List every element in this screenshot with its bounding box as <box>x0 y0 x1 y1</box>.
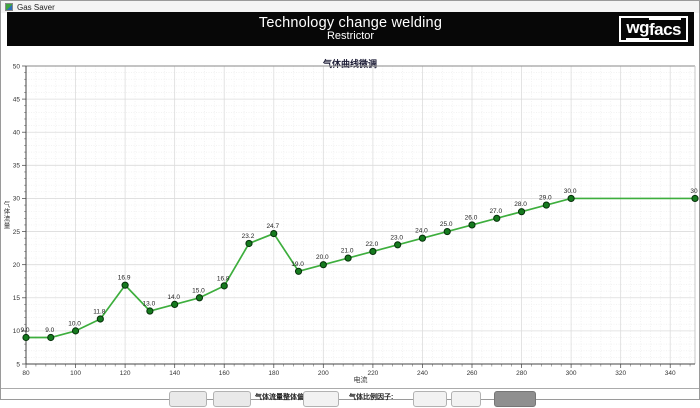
x-axis-label: 电流 <box>354 375 368 384</box>
curve-point[interactable] <box>220 282 228 290</box>
curve-point[interactable] <box>443 227 451 236</box>
svg-text:320: 320 <box>615 370 626 377</box>
point-value-label: 11.8 <box>93 308 106 315</box>
point-value-label: 28.0 <box>514 201 527 208</box>
svg-text:240: 240 <box>417 370 428 377</box>
curve-point[interactable] <box>294 267 303 275</box>
svg-text:300: 300 <box>566 370 577 377</box>
header-title: Technology change welding <box>258 14 443 31</box>
logo-text-right: facs <box>648 18 682 39</box>
curve-point[interactable] <box>493 214 501 222</box>
bottom-button-1[interactable] <box>169 391 207 407</box>
logo-text-left: wg <box>626 18 649 40</box>
bottom-divider <box>1 388 699 389</box>
svg-text:20: 20 <box>13 262 21 269</box>
point-value-label: 25.0 <box>440 221 453 228</box>
point-value-label: 22.0 <box>366 241 379 248</box>
curve-point[interactable] <box>245 239 253 248</box>
gas-curve-chart[interactable]: 80 100 120 140 160 180 200 220 240 260 280 300 320 34… <box>1 56 700 388</box>
curve-point[interactable] <box>171 300 179 308</box>
curve-point[interactable] <box>468 221 476 229</box>
curve-point[interactable] <box>22 333 30 342</box>
app-icon <box>5 3 13 11</box>
y-axis-label-char: 流 <box>4 214 11 223</box>
svg-text:200: 200 <box>318 370 329 377</box>
apply-button[interactable] <box>494 391 536 407</box>
curve-point[interactable] <box>146 307 154 315</box>
gas-offset-label: 气体流量整体偏移: <box>255 394 314 401</box>
curve-point[interactable] <box>418 234 427 242</box>
svg-text:5: 5 <box>16 361 20 368</box>
y-axis-label-char: 气 <box>4 200 11 209</box>
point-value-label: 14.0 <box>167 294 180 301</box>
svg-text:80: 80 <box>22 370 30 377</box>
curve-point[interactable] <box>369 247 377 256</box>
point-value-label: 20.0 <box>316 254 329 261</box>
svg-text:45: 45 <box>13 96 21 103</box>
point-value-label: 30 <box>690 188 698 195</box>
gas-offset-input[interactable] <box>303 391 339 407</box>
svg-text:15: 15 <box>13 295 21 302</box>
curve-point[interactable] <box>47 333 55 342</box>
y-axis-label-char: 量 <box>4 222 11 230</box>
gas-ratio-input-2[interactable] <box>451 391 481 407</box>
curve-line <box>26 197 695 339</box>
svg-text:140: 140 <box>169 370 180 377</box>
curve-point[interactable] <box>691 194 699 203</box>
window-titlebar[interactable]: Gas Saver <box>1 1 699 13</box>
svg-text:120: 120 <box>120 370 131 377</box>
wgfacs-logo: wg facs <box>619 16 688 42</box>
svg-text:260: 260 <box>467 370 478 377</box>
svg-text:35: 35 <box>13 163 21 170</box>
svg-text:160: 160 <box>219 370 230 377</box>
curve-point[interactable] <box>121 281 129 289</box>
curve-point[interactable] <box>517 208 526 216</box>
curve-point[interactable] <box>96 315 104 323</box>
svg-text:220: 220 <box>367 370 378 377</box>
point-value-label: 23.0 <box>390 234 403 241</box>
point-value-label: 9.0 <box>45 327 54 334</box>
svg-text:340: 340 <box>665 370 676 377</box>
window-title: Gas Saver <box>17 2 55 12</box>
svg-text:100: 100 <box>70 370 81 377</box>
curve-point[interactable] <box>71 327 80 335</box>
point-value-label: 21.0 <box>341 248 354 255</box>
point-value-label: 27.0 <box>489 208 502 215</box>
app-header: Technology change welding Restrictor wg f… <box>7 12 694 46</box>
chart-title: 气体曲线微调 <box>322 59 377 69</box>
gas-ratio-input-1[interactable] <box>413 391 447 407</box>
curve-point[interactable] <box>567 194 575 203</box>
header-subtitle: Restrictor <box>326 29 375 42</box>
svg-text:50: 50 <box>13 63 21 70</box>
curve-point[interactable] <box>394 241 402 249</box>
curve-point[interactable] <box>195 294 204 302</box>
point-value-label: 23.2 <box>242 233 255 240</box>
point-value-label: 30.0 <box>564 188 577 195</box>
svg-text:10: 10 <box>13 328 21 335</box>
point-value-label: 15.0 <box>192 287 205 294</box>
svg-text:25: 25 <box>13 229 21 236</box>
curve-point[interactable] <box>542 201 550 209</box>
point-value-label: 24.0 <box>415 228 428 235</box>
point-value-label: 10.0 <box>68 320 81 327</box>
point-value-label: 9.0 <box>20 327 29 334</box>
svg-text:180: 180 <box>268 370 279 377</box>
svg-text:40: 40 <box>13 130 21 137</box>
point-value-label: 19.0 <box>291 261 304 268</box>
svg-text:30: 30 <box>13 196 21 203</box>
bottom-button-2[interactable] <box>213 391 251 407</box>
point-value-label: 29.0 <box>539 195 552 202</box>
point-value-label: 16.8 <box>217 275 230 282</box>
curve-point[interactable] <box>344 254 352 262</box>
curve-point[interactable] <box>319 261 327 269</box>
point-value-label: 26.0 <box>465 214 478 221</box>
y-axis-label-char: 体 <box>4 207 11 216</box>
curve-point[interactable] <box>270 229 278 238</box>
gas-ratio-label: 气体比例因子: <box>349 394 394 401</box>
point-value-label: 24.7 <box>266 223 279 230</box>
point-value-label: 13.0 <box>143 301 156 308</box>
point-value-label: 16.9 <box>118 275 131 282</box>
svg-text:280: 280 <box>516 370 527 377</box>
